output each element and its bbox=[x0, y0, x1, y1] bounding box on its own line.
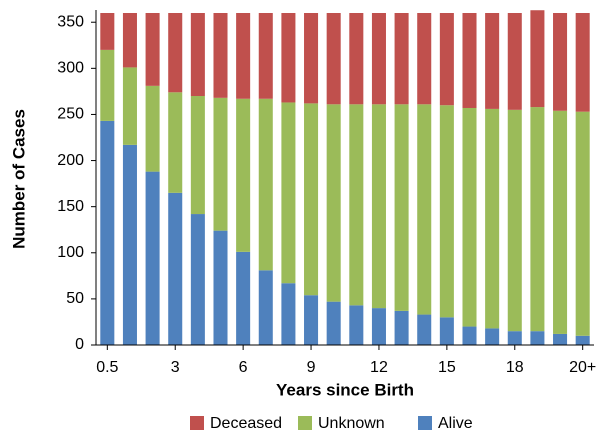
bar-segment bbox=[304, 13, 319, 104]
x-tick-label: 0.5 bbox=[96, 359, 118, 376]
bar-segment bbox=[326, 301, 341, 345]
bar-segment bbox=[507, 331, 522, 345]
bar-segment bbox=[575, 13, 590, 112]
y-tick-label: 150 bbox=[57, 198, 84, 215]
bar-segment bbox=[349, 305, 364, 345]
bar-segment bbox=[507, 13, 522, 110]
bar-segment bbox=[168, 13, 183, 93]
legend-label: Deceased bbox=[210, 415, 282, 432]
bar-segment bbox=[417, 104, 432, 315]
bar-segment bbox=[304, 103, 319, 296]
bar-segment bbox=[236, 13, 251, 99]
bar-segment bbox=[439, 13, 454, 106]
bar-segment bbox=[553, 13, 568, 111]
bar-segment bbox=[326, 104, 341, 302]
bar-segment bbox=[371, 13, 386, 105]
bar-segment bbox=[553, 333, 568, 345]
bar-segment bbox=[190, 96, 205, 215]
bar-segment bbox=[258, 270, 273, 345]
y-tick-label: 350 bbox=[57, 13, 84, 30]
bar-segment bbox=[281, 283, 296, 345]
x-axis-title: Years since Birth bbox=[276, 380, 414, 399]
bar-segment bbox=[394, 13, 409, 105]
y-axis-title: Number of Cases bbox=[9, 109, 28, 249]
y-tick-label: 250 bbox=[57, 106, 84, 123]
bar-segment bbox=[190, 13, 205, 96]
bar-segment bbox=[575, 111, 590, 336]
bar-segment bbox=[168, 192, 183, 345]
x-tick-label: 20+ bbox=[569, 359, 596, 376]
bar-segment bbox=[100, 49, 115, 121]
y-tick-label: 100 bbox=[57, 244, 84, 261]
bar-segment bbox=[326, 13, 341, 105]
bar-segment bbox=[439, 105, 454, 318]
bar-segment bbox=[145, 13, 160, 86]
bar-segment bbox=[417, 314, 432, 345]
bar-segment bbox=[530, 331, 545, 345]
bar-segment bbox=[168, 92, 183, 193]
bar-segment bbox=[575, 335, 590, 345]
x-tick-label: 12 bbox=[370, 359, 388, 376]
x-tick-label: 15 bbox=[438, 359, 456, 376]
bar-segment bbox=[485, 13, 500, 109]
bar-segment bbox=[122, 67, 137, 145]
bar-segment bbox=[485, 108, 500, 329]
bar-segment bbox=[485, 328, 500, 345]
legend-label: Alive bbox=[438, 415, 473, 432]
bar-segment bbox=[530, 107, 545, 332]
legend-swatch bbox=[190, 416, 204, 430]
bar-segment bbox=[462, 326, 477, 345]
bar-segment bbox=[530, 10, 545, 108]
bar-segment bbox=[417, 13, 432, 105]
y-tick-label: 0 bbox=[75, 336, 84, 353]
bar-segment bbox=[100, 13, 115, 50]
bar-segment bbox=[371, 104, 386, 309]
bar-segment bbox=[349, 104, 364, 306]
bar-segment bbox=[122, 144, 137, 345]
legend-swatch bbox=[418, 416, 432, 430]
bar-segment bbox=[439, 317, 454, 345]
bar-segment bbox=[213, 13, 228, 98]
bar-segment bbox=[258, 98, 273, 271]
bar-segment bbox=[122, 13, 137, 68]
bar-segment bbox=[236, 98, 251, 252]
bar-segment bbox=[258, 13, 273, 99]
bar-segment bbox=[507, 109, 522, 332]
x-tick-label: 18 bbox=[506, 359, 524, 376]
bar-segment bbox=[236, 251, 251, 345]
bar-segment bbox=[304, 295, 319, 345]
bar-segment bbox=[213, 230, 228, 345]
bar-segment bbox=[145, 171, 160, 345]
legend-label: Unknown bbox=[318, 415, 385, 432]
x-tick-label: 9 bbox=[307, 359, 316, 376]
y-tick-label: 300 bbox=[57, 60, 84, 77]
bar-segment bbox=[281, 102, 296, 284]
bar-segment bbox=[145, 85, 160, 172]
x-tick-label: 6 bbox=[239, 359, 248, 376]
bar-segment bbox=[281, 13, 296, 103]
bar-segment bbox=[553, 110, 568, 334]
bar-segment bbox=[190, 214, 205, 345]
bar-segment bbox=[394, 104, 409, 311]
bar-segment bbox=[394, 310, 409, 345]
legend-swatch bbox=[298, 416, 312, 430]
bar-segment bbox=[213, 97, 228, 231]
bar-segment bbox=[371, 308, 386, 345]
x-tick-label: 3 bbox=[171, 359, 180, 376]
bar-segment bbox=[462, 13, 477, 108]
bar-segment bbox=[462, 107, 477, 327]
y-tick-label: 200 bbox=[57, 152, 84, 169]
bar-segment bbox=[100, 120, 115, 346]
y-tick-label: 50 bbox=[66, 290, 84, 307]
bar-segment bbox=[349, 13, 364, 105]
